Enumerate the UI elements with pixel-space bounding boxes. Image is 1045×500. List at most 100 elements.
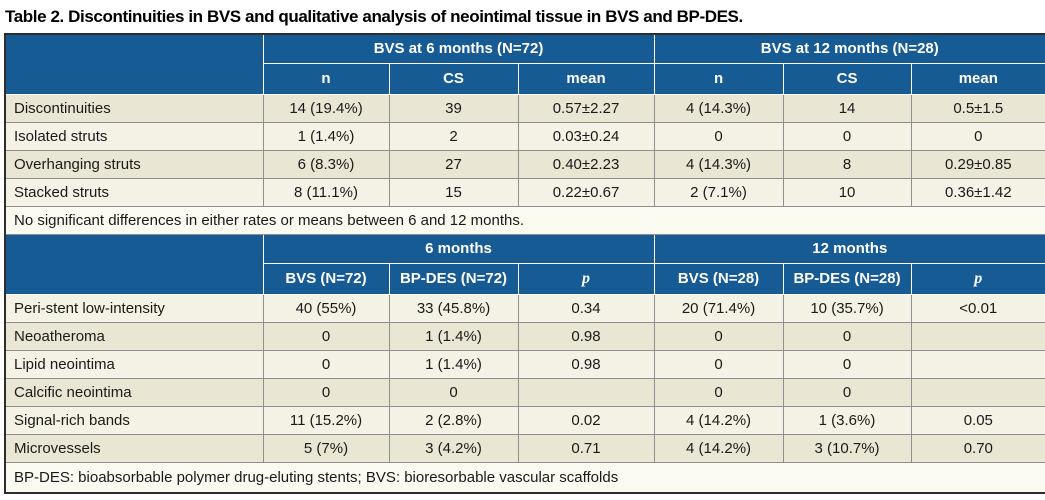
section1-column-header-row: n CS mean n CS mean — [5, 62, 1045, 95]
cell: 0.03±0.24 — [517, 121, 655, 151]
cell: 15 — [388, 177, 519, 207]
corner-cell-section1 — [4, 33, 264, 95]
table-row-stacked-struts: Stacked struts 8 (11.1%) 15 0.22±0.67 2 … — [4, 177, 1045, 207]
note-text: No significant differences in either rat… — [4, 205, 1045, 235]
corner-cell-section2 — [4, 233, 264, 295]
cell: 0.02 — [517, 405, 655, 435]
table-row-microvessels: Microvessels 5 (7%) 3 (4.2%) 0.71 4 (14.… — [4, 433, 1045, 463]
col-header-n-12m: n — [653, 62, 784, 95]
cell: 0 — [388, 377, 519, 407]
cell: 14 (19.4%) — [262, 93, 390, 123]
table-row-neoatheroma: Neoatheroma 0 1 (1.4%) 0.98 0 0 — [4, 321, 1045, 351]
cell: 2 (2.8%) — [388, 405, 519, 435]
col-header-bpdes-n72: BP-DES (N=72) — [388, 262, 519, 295]
cell: 0.98 — [517, 321, 655, 351]
cell: 2 (7.1%) — [653, 177, 784, 207]
page-title: Table 2. Discontinuities in BVS and qual… — [5, 7, 743, 26]
table-row-isolated-struts: Isolated struts 1 (1.4%) 2 0.03±0.24 0 0… — [4, 121, 1045, 151]
cell: 0.34 — [517, 293, 655, 323]
cell: 0.70 — [910, 433, 1045, 463]
cell: 10 — [782, 177, 912, 207]
group-header-bvs-12-months: BVS at 12 months (N=28) — [653, 33, 1045, 64]
row-label: Lipid neointima — [4, 349, 264, 379]
table-row-peri-stent-low-intensity: Peri-stent low-intensity 40 (55%) 33 (45… — [4, 293, 1045, 323]
cell — [910, 349, 1045, 379]
cell: 2 — [388, 121, 519, 151]
cell: 5 (7%) — [262, 433, 390, 463]
cell: 0 — [262, 321, 390, 351]
cell: 1 (1.4%) — [388, 321, 519, 351]
row-label: Discontinuities — [4, 93, 264, 123]
cell: 0.40±2.23 — [517, 149, 655, 179]
main-table: BVS at 6 months (N=72) BVS at 12 months … — [4, 33, 1045, 494]
section2-group-header-row: 6 months 12 months — [4, 233, 1045, 295]
footnote-text: BP-DES: bioabsorbable polymer drug-eluti… — [4, 461, 1045, 494]
cell: 0 — [653, 121, 784, 151]
table-row-overhanging-struts: Overhanging struts 6 (8.3%) 27 0.40±2.23… — [4, 149, 1045, 179]
group-header-12-months: 12 months — [653, 233, 1045, 264]
cell: <0.01 — [910, 293, 1045, 323]
cell: 3 (4.2%) — [388, 433, 519, 463]
cell: 1 (1.4%) — [262, 121, 390, 151]
cell: 0 — [653, 349, 784, 379]
cell: 0 — [782, 377, 912, 407]
table-row-discontinuities: Discontinuities 14 (19.4%) 39 0.57±2.27 … — [4, 93, 1045, 123]
cell: 10 (35.7%) — [782, 293, 912, 323]
cell: 1 (3.6%) — [782, 405, 912, 435]
cell: 1 (1.4%) — [388, 349, 519, 379]
cell: 0 — [653, 321, 784, 351]
cell: 20 (71.4%) — [653, 293, 784, 323]
cell: 0.98 — [517, 349, 655, 379]
cell: 8 (11.1%) — [262, 177, 390, 207]
cell: 27 — [388, 149, 519, 179]
col-header-mean-6m: mean — [517, 62, 655, 95]
col-header-p-6m: p — [517, 262, 655, 295]
row-label: Microvessels — [4, 433, 264, 463]
section1-group-header-row: BVS at 6 months (N=72) BVS at 12 months … — [4, 33, 1045, 95]
col-header-p-12m: p — [910, 262, 1045, 295]
row-label: Overhanging struts — [4, 149, 264, 179]
cell: 4 (14.3%) — [653, 93, 784, 123]
group-header-bvs-6-months: BVS at 6 months (N=72) — [262, 33, 655, 64]
cell: 0 — [653, 377, 784, 407]
cell: 4 (14.2%) — [653, 405, 784, 435]
col-header-bvs-n28: BVS (N=28) — [653, 262, 784, 295]
cell: 0 — [262, 377, 390, 407]
table-row-signal-rich-bands: Signal-rich bands 11 (15.2%) 2 (2.8%) 0.… — [4, 405, 1045, 435]
col-header-mean-12m: mean — [910, 62, 1045, 95]
section1-note-row: No significant differences in either rat… — [4, 205, 1045, 235]
col-header-bvs-n72: BVS (N=72) — [262, 262, 390, 295]
row-label: Stacked struts — [4, 177, 264, 207]
cell: 0.71 — [517, 433, 655, 463]
cell — [910, 321, 1045, 351]
cell: 14 — [782, 93, 912, 123]
cell: 0.5±1.5 — [910, 93, 1045, 123]
cell: 0.57±2.27 — [517, 93, 655, 123]
cell: 0 — [262, 349, 390, 379]
row-label: Neoatheroma — [4, 321, 264, 351]
cell: 11 (15.2%) — [262, 405, 390, 435]
table-row-calcific-neointima: Calcific neointima 0 0 0 0 — [4, 377, 1045, 407]
table-row-lipid-neointima: Lipid neointima 0 1 (1.4%) 0.98 0 0 — [4, 349, 1045, 379]
col-header-cs-6m: CS — [388, 62, 519, 95]
cell: 0.29±0.85 — [910, 149, 1045, 179]
row-label: Isolated struts — [4, 121, 264, 151]
cell: 4 (14.2%) — [653, 433, 784, 463]
group-header-6-months: 6 months — [262, 233, 655, 264]
cell: 33 (45.8%) — [388, 293, 519, 323]
cell: 0 — [782, 321, 912, 351]
row-label: Peri-stent low-intensity — [4, 293, 264, 323]
cell: 4 (14.3%) — [653, 149, 784, 179]
cell: 6 (8.3%) — [262, 149, 390, 179]
cell: 40 (55%) — [262, 293, 390, 323]
col-header-bpdes-n28: BP-DES (N=28) — [782, 262, 912, 295]
row-label: Calcific neointima — [4, 377, 264, 407]
row-label: Signal-rich bands — [4, 405, 264, 435]
cell — [910, 377, 1045, 407]
cell: 39 — [388, 93, 519, 123]
cell: 0 — [782, 349, 912, 379]
cell: 0 — [910, 121, 1045, 151]
col-header-cs-12m: CS — [782, 62, 912, 95]
cell: 3 (10.7%) — [782, 433, 912, 463]
